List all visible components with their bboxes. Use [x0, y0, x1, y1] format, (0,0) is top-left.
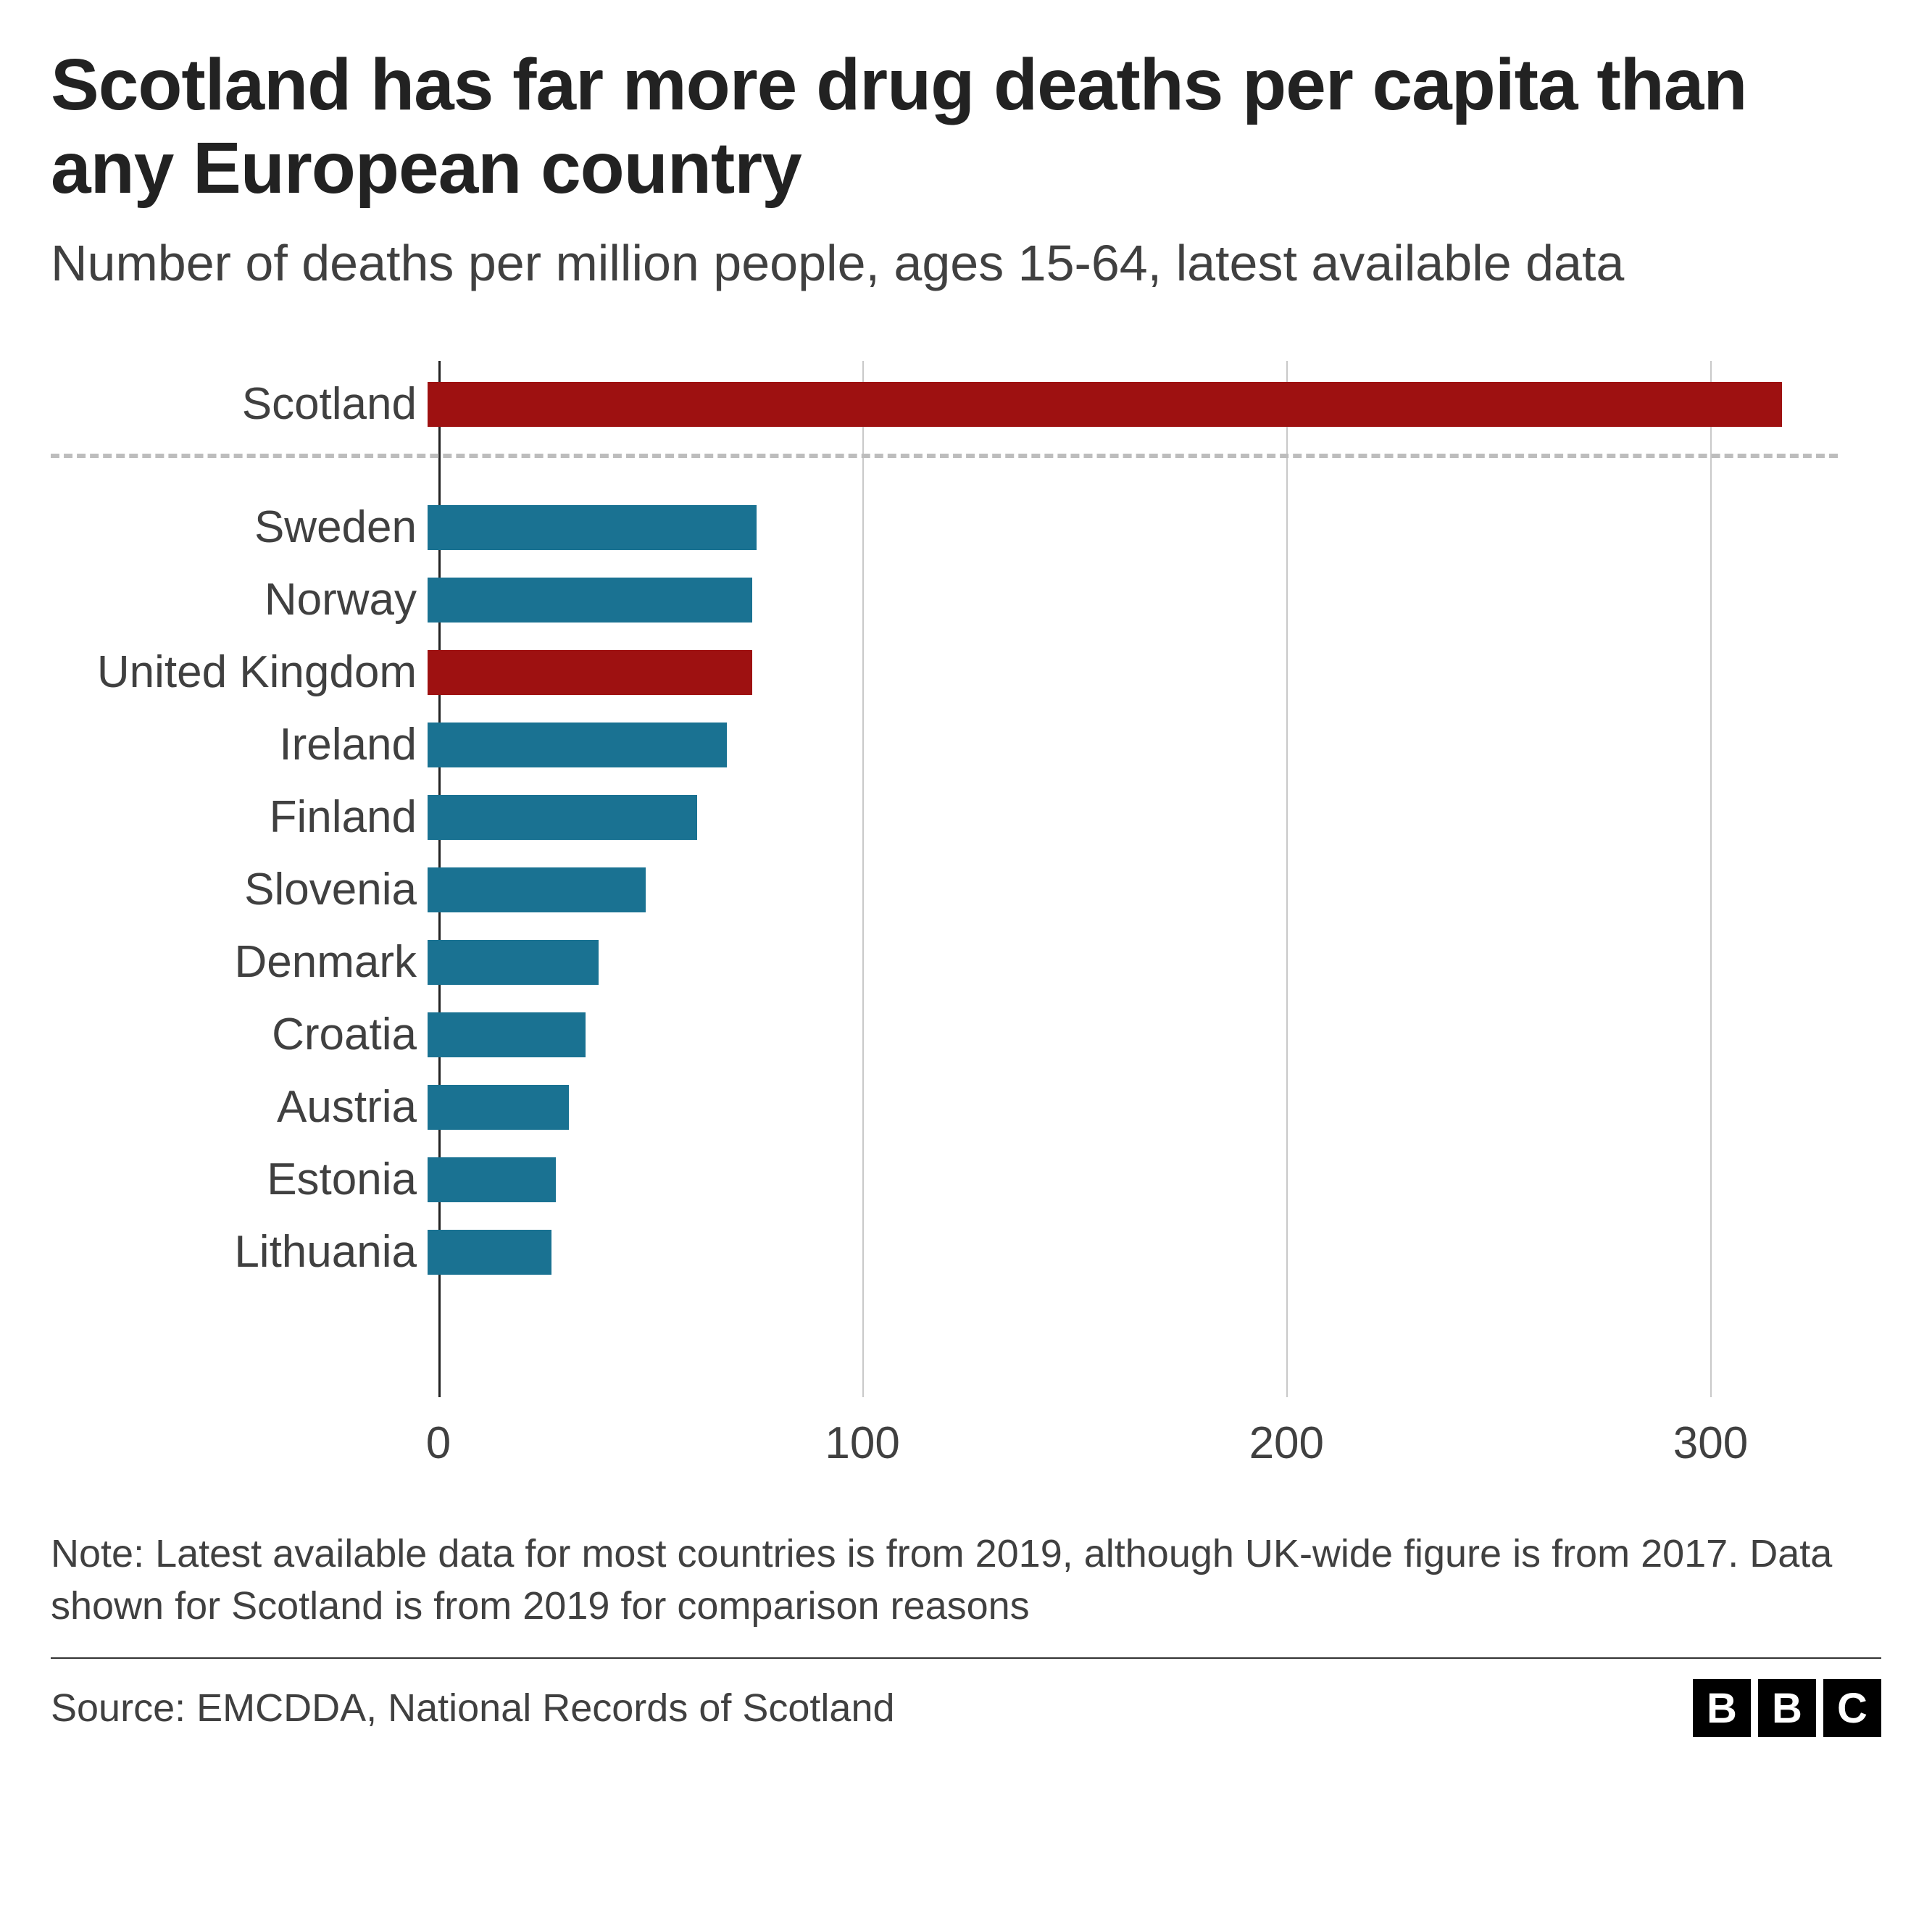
bar — [428, 382, 1782, 427]
bar-label: Ireland — [51, 719, 428, 770]
bar-row: Austria — [51, 1071, 1838, 1144]
bar — [428, 1085, 569, 1130]
bar-label: United Kingdom — [51, 646, 428, 698]
x-tick-label: 300 — [1673, 1417, 1748, 1469]
bar — [428, 505, 757, 550]
source-text: Source: EMCDDA, National Records of Scot… — [51, 1686, 895, 1731]
bar-row: Scotland — [51, 368, 1838, 441]
bar-row: Lithuania — [51, 1216, 1838, 1288]
chart-subtitle: Number of deaths per million people, age… — [51, 232, 1881, 296]
x-tick-label: 100 — [825, 1417, 899, 1469]
bbc-logo-block: B — [1693, 1679, 1751, 1737]
bbc-logo: B B C — [1693, 1679, 1881, 1737]
bar-row: Slovenia — [51, 854, 1838, 926]
bar — [428, 1012, 586, 1057]
bar — [428, 578, 752, 623]
bar — [428, 1157, 556, 1202]
bbc-logo-block: B — [1758, 1679, 1816, 1737]
bar — [428, 940, 599, 985]
bar-row: Sweden — [51, 491, 1838, 564]
x-tick-label: 0 — [426, 1417, 451, 1469]
separator-line — [51, 454, 1838, 458]
bar-row: Denmark — [51, 926, 1838, 999]
bar-row: Ireland — [51, 709, 1838, 781]
chart-title: Scotland has far more drug deaths per ca… — [51, 43, 1881, 210]
x-tick-label: 200 — [1249, 1417, 1324, 1469]
bar — [428, 795, 697, 840]
bar-label: Denmark — [51, 936, 428, 988]
chart-area: Scotland Sweden Norway United Kingdom Irelan… — [51, 361, 1881, 1506]
bar-label: Croatia — [51, 1009, 428, 1060]
bar-label: Finland — [51, 791, 428, 843]
bar-label: Scotland — [51, 378, 428, 430]
bar-row: Estonia — [51, 1144, 1838, 1216]
bar-label: Austria — [51, 1081, 428, 1133]
bar-label: Norway — [51, 574, 428, 625]
bar — [428, 723, 727, 767]
bar-row: Norway — [51, 564, 1838, 636]
bar-label: Lithuania — [51, 1226, 428, 1278]
footer: Source: EMCDDA, National Records of Scot… — [51, 1657, 1881, 1737]
bar-row: Finland — [51, 781, 1838, 854]
bar-label: Slovenia — [51, 864, 428, 915]
bar-row: United Kingdom — [51, 636, 1838, 709]
bar-row: Croatia — [51, 999, 1838, 1071]
chart-note: Note: Latest available data for most cou… — [51, 1528, 1881, 1633]
bar-label: Sweden — [51, 501, 428, 553]
bar — [428, 867, 646, 912]
bar — [428, 650, 752, 695]
bar-label: Estonia — [51, 1154, 428, 1205]
bbc-logo-block: C — [1823, 1679, 1881, 1737]
bar — [428, 1230, 551, 1275]
